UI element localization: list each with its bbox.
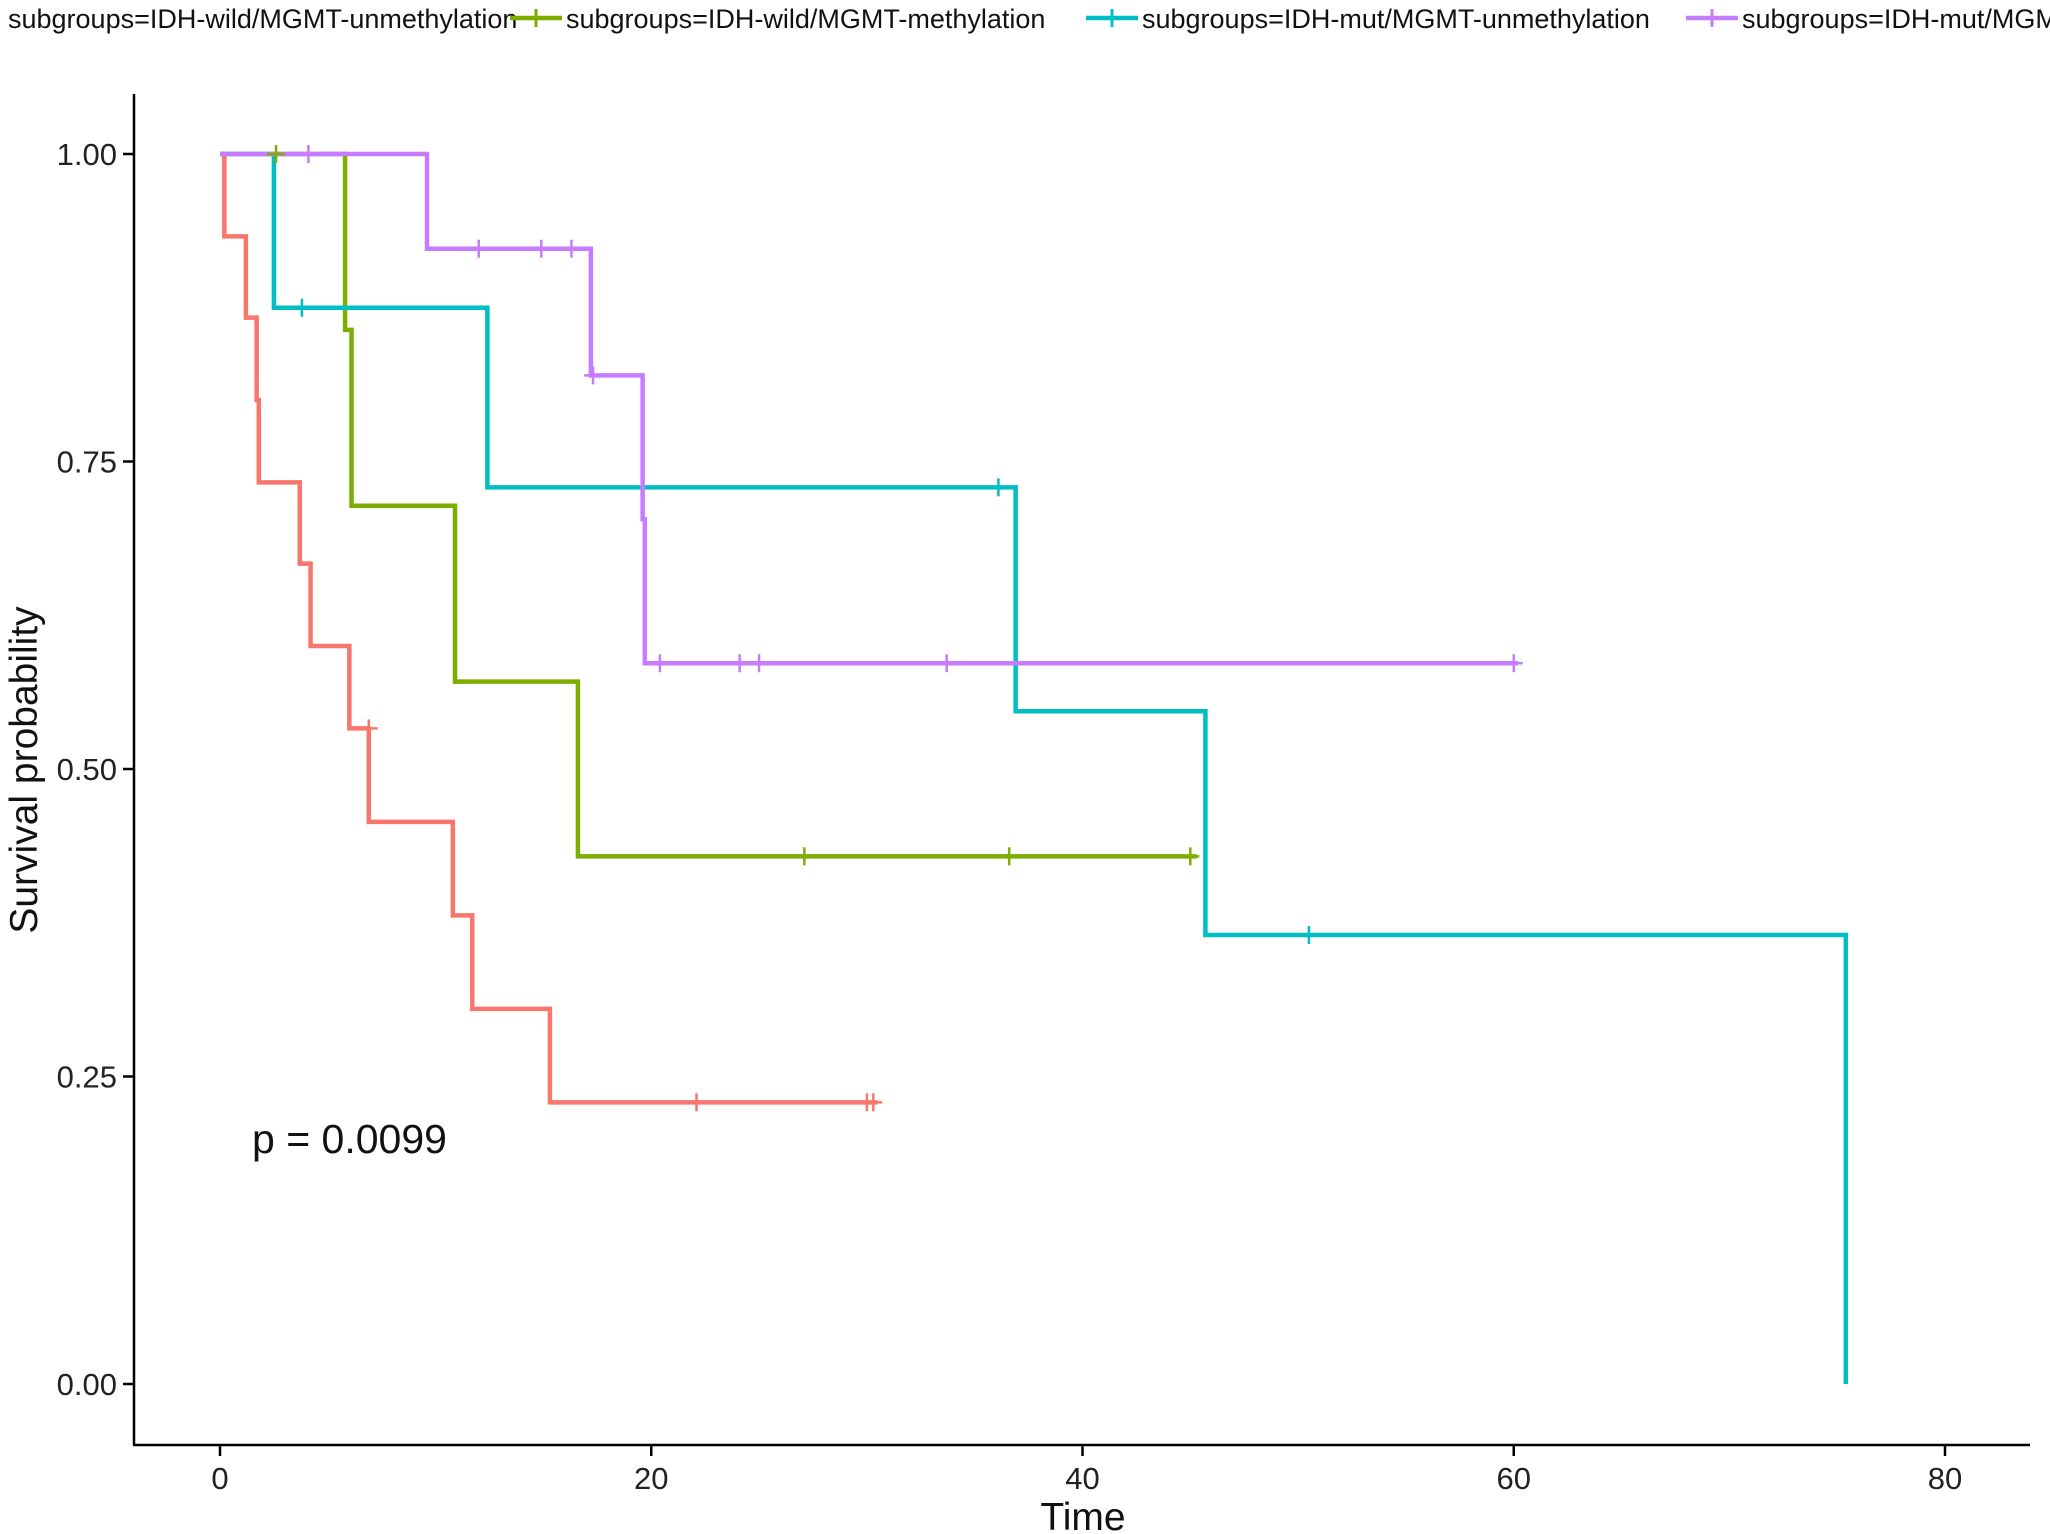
y-ticks: 0.00 0.25 0.50 0.75 1.00 <box>57 137 134 1402</box>
survival-curve-1 <box>220 151 878 1105</box>
legend-item-2: subgroups=IDH-wild/MGMT-methylation <box>510 4 1045 34</box>
legend-item-4: subgroups=IDH-mut/MGMT-methylation <box>1686 4 2050 34</box>
y-axis-title: Survival probability <box>3 606 46 934</box>
y-tick-label: 0.25 <box>57 1060 117 1095</box>
y-tick-label: 1.00 <box>57 137 117 172</box>
x-tick-label: 0 <box>211 1461 228 1496</box>
legend-label: subgroups=IDH-wild/MGMT-unmethylation <box>8 4 517 34</box>
y-tick-label: 0.50 <box>57 752 117 787</box>
legend-label: subgroups=IDH-wild/MGMT-methylation <box>566 4 1045 34</box>
legend-item-3: subgroups=IDH-mut/MGMT-unmethylation <box>1086 4 1650 34</box>
survival-curve-2 <box>220 151 1197 859</box>
censor-marks <box>267 145 1523 1112</box>
x-tick-label: 40 <box>1065 1461 1099 1496</box>
legend: subgroups=IDH-wild/MGMT-unmethylation sub… <box>8 4 2050 34</box>
legend-item-1: subgroups=IDH-wild/MGMT-unmethylation <box>8 4 517 34</box>
x-tick-label: 20 <box>634 1461 668 1496</box>
survival-curve-4 <box>220 151 1519 666</box>
y-tick-label: 0.00 <box>57 1367 117 1402</box>
survival-curves <box>220 151 1849 1384</box>
y-tick-label: 0.75 <box>57 445 117 480</box>
x-tick-label: 60 <box>1497 1461 1531 1496</box>
x-tick-label: 80 <box>1928 1461 1962 1496</box>
x-ticks: 0 20 40 60 80 <box>211 1445 1962 1496</box>
x-axis-title: Time <box>1040 1496 1125 1534</box>
survival-curve-3 <box>220 151 1849 1384</box>
legend-label: subgroups=IDH-mut/MGMT-methylation <box>1742 4 2050 34</box>
legend-label: subgroups=IDH-mut/MGMT-unmethylation <box>1142 4 1650 34</box>
p-value-annotation: p = 0.0099 <box>252 1116 447 1162</box>
